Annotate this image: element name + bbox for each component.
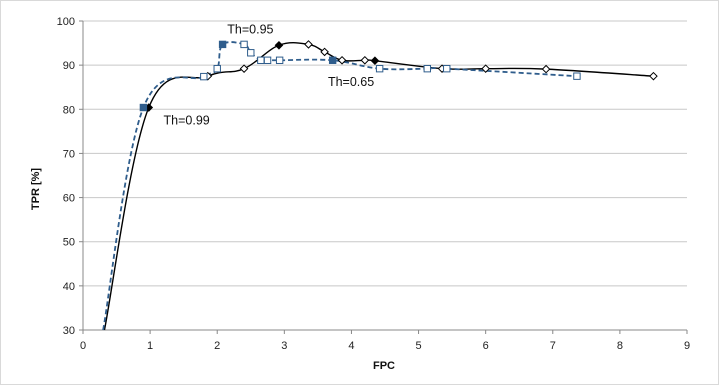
x-tick-label: 1: [147, 340, 153, 352]
square-marker: [200, 72, 208, 81]
x-tick-label: 0: [80, 340, 86, 352]
y-tick-label: 50: [63, 237, 75, 249]
diamond-marker: [239, 64, 249, 73]
square-marker: [240, 40, 248, 49]
x-axis-title: FPC: [373, 360, 395, 372]
square-marker: [573, 72, 581, 80]
square-marker: [139, 103, 148, 112]
diamond-marker: [320, 47, 329, 57]
y-tick-label: 100: [57, 16, 75, 28]
diamond-marker: [337, 55, 347, 65]
x-tick-label: 7: [550, 340, 556, 352]
x-tick-label: 9: [684, 340, 690, 352]
y-tick-label: 30: [63, 325, 75, 337]
diamond-marker: [541, 64, 551, 74]
square-marker: [375, 64, 384, 73]
square-marker: [328, 56, 337, 64]
square-marker: [263, 56, 272, 64]
x-tick-label: 5: [415, 340, 421, 352]
x-tick-label: 2: [214, 340, 220, 352]
diamond-marker: [649, 71, 658, 81]
data-markers: [139, 40, 658, 112]
square-marker: [213, 64, 221, 73]
x-tick-label: 6: [483, 340, 489, 352]
square-marker: [275, 56, 284, 64]
tick-labels: 30 40 50 60 70 80 90 100 0 1 2 3 4 5 6 7 8 9: [57, 16, 690, 352]
y-tick-label: 60: [63, 193, 75, 205]
axes: [79, 20, 688, 334]
square-marker: [257, 56, 265, 64]
x-tick-label: 4: [348, 340, 354, 352]
diamond-marker: [370, 56, 380, 66]
square-marker: [218, 40, 227, 49]
diamond-marker: [274, 40, 284, 50]
diamond-marker: [481, 64, 490, 73]
y-axis-title: TPR [%]: [30, 168, 42, 211]
y-tick-label: 70: [63, 148, 75, 160]
y-tick-label: 90: [63, 60, 75, 72]
diamond-marker: [360, 55, 370, 65]
annotations: Th=0.99 Th=0.95 Th=0.65: [164, 22, 375, 127]
series-line-1: [103, 42, 654, 331]
x-tick-label: 3: [281, 340, 287, 352]
square-marker: [247, 49, 255, 57]
square-marker: [423, 64, 431, 73]
threshold-annotation: Th=0.95: [227, 22, 273, 36]
x-tick-label: 8: [617, 340, 623, 352]
threshold-annotation: Th=0.99: [164, 114, 210, 128]
diamond-marker: [304, 40, 313, 49]
threshold-annotation: Th=0.65: [328, 75, 374, 89]
square-marker: [443, 64, 451, 73]
y-tick-label: 40: [63, 281, 75, 293]
series-lines: [102, 41, 654, 331]
y-tick-label: 80: [63, 104, 75, 116]
grid-lines: [83, 20, 687, 287]
